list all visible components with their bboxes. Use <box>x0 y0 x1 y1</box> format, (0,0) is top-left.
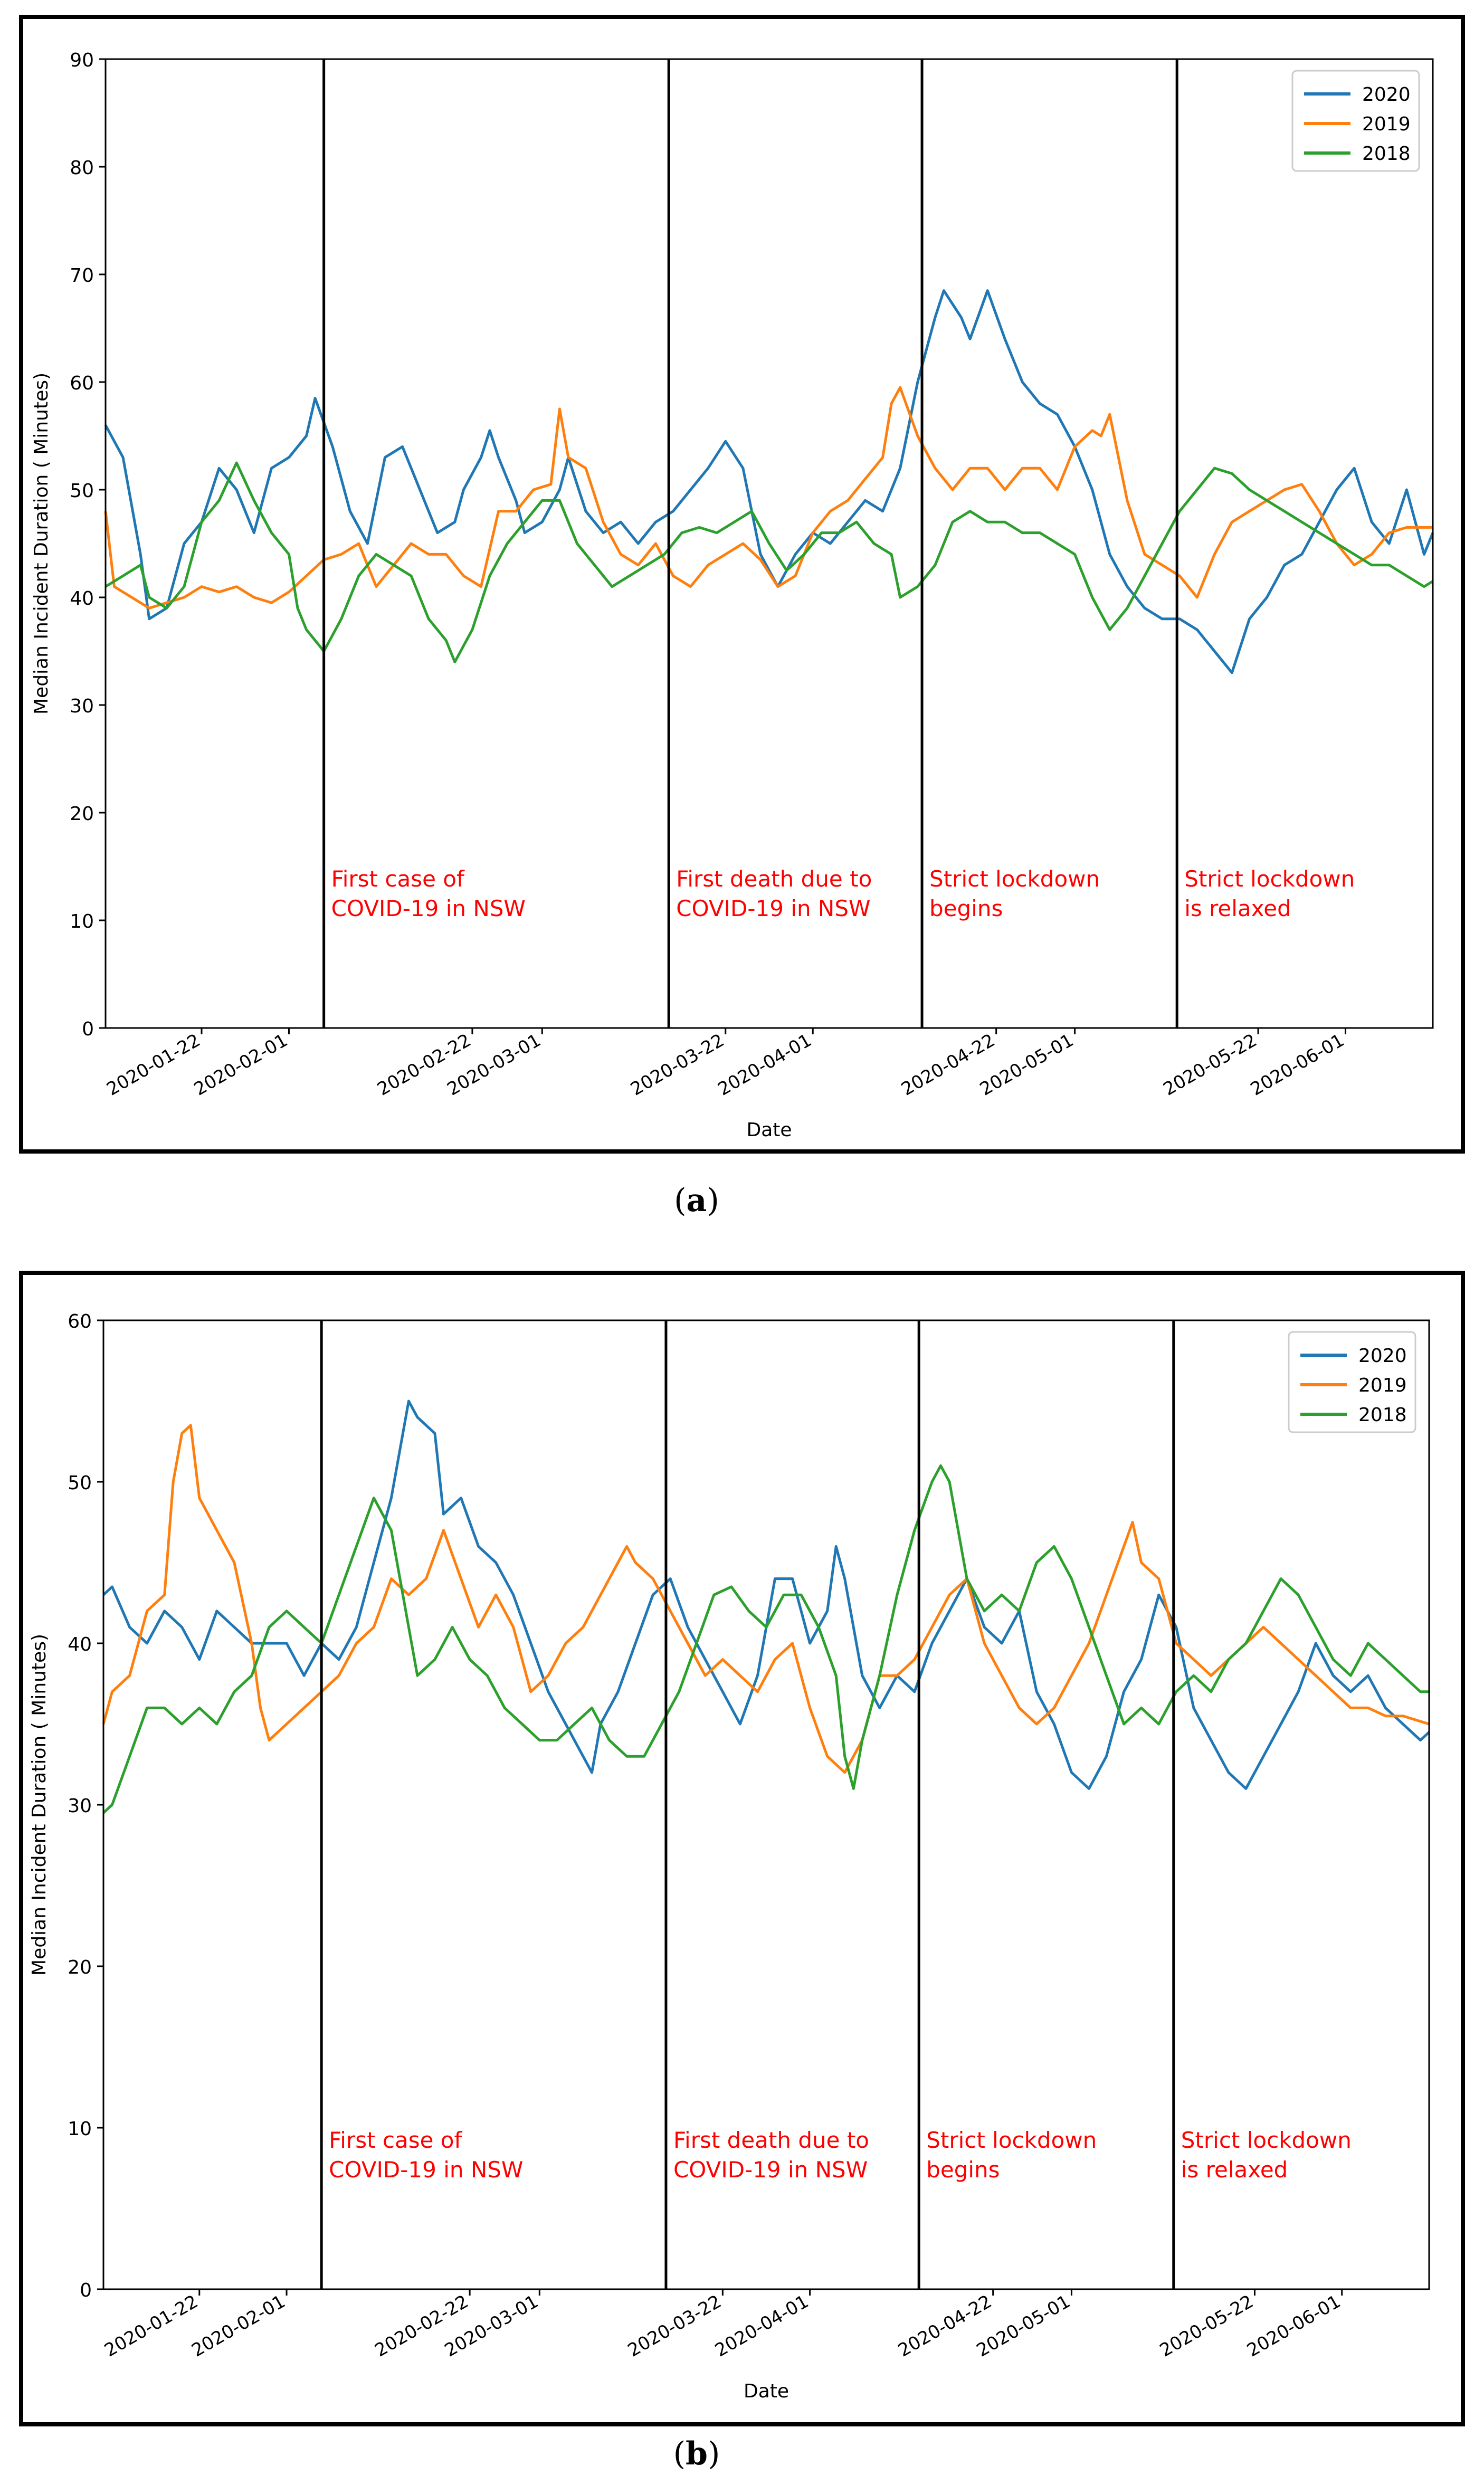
event-annotation-line: COVID-19 in NSW <box>329 2157 523 2183</box>
legend-label-2019-b: 2019 <box>1358 1375 1407 1396</box>
series-2019-line-a <box>104 386 1433 610</box>
event-annotation-line: COVID-19 in NSW <box>331 896 526 921</box>
y-tick-label-b: 10 <box>68 2118 92 2140</box>
y-tick-label-a: 0 <box>82 1018 94 1040</box>
x-tick-label-b: 2020-04-01 <box>711 2291 812 2361</box>
y-tick-label-b: 30 <box>68 1795 92 1817</box>
y-tick-label-a: 20 <box>70 803 94 825</box>
y-tick-label-b: 0 <box>80 2280 92 2301</box>
legend-label-2020-b: 2020 <box>1358 1345 1407 1367</box>
x-tick-label-a: 2020-03-22 <box>627 1030 728 1100</box>
event-annotation-2-a: First death due to COVID-19 in NSW <box>676 866 872 921</box>
event-annotation-1-a: First case of COVID-19 in NSW <box>331 866 526 921</box>
x-tick-label-b: 2020-02-01 <box>188 2291 289 2361</box>
y-tick-label-a: 80 <box>70 157 94 179</box>
panel-a-caption-letter: a <box>686 1182 707 1219</box>
panel-b-caption: (b) <box>673 2435 720 2472</box>
event-annotation-line: First case of <box>331 866 465 892</box>
x-axis-label-b: Date <box>744 2381 789 2402</box>
legend-label-2018-a: 2018 <box>1362 143 1411 165</box>
legend-box-a <box>1291 70 1420 172</box>
legend-box-b <box>1288 1331 1416 1433</box>
event-annotation-line: begins <box>929 896 1003 921</box>
event-annotation-line: is relaxed <box>1181 2157 1288 2183</box>
event-annotation-line: Strict lockdown <box>926 2127 1097 2153</box>
series-2020-line-b <box>102 1399 1430 1790</box>
y-tick-label-a: 30 <box>70 696 94 717</box>
event-annotation-line: COVID-19 in NSW <box>676 896 870 921</box>
x-tick-label-b: 2020-01-22 <box>101 2291 202 2361</box>
y-axis-label-a: Median Incident Duration ( Minutes) <box>31 373 52 715</box>
panel-a-caption: (a) <box>674 1182 719 1219</box>
y-axis-label-b: Median Incident Duration ( Minutes) <box>28 1634 50 1976</box>
event-annotation-line: begins <box>926 2157 1000 2183</box>
chart-b-plot-area <box>103 1320 1429 2289</box>
y-tick-label-b: 60 <box>68 1311 92 1332</box>
event-annotation-line: Strict lockdown <box>1181 2127 1352 2153</box>
event-annotation-3-a: Strict lockdown begins <box>929 866 1100 921</box>
event-annotation-line: First case of <box>329 2127 462 2153</box>
y-tick-label-a: 60 <box>70 373 94 394</box>
x-tick-label-a: 2020-06-01 <box>1247 1030 1348 1100</box>
y-tick-label-b: 20 <box>68 1957 92 1978</box>
y-tick-label-b: 40 <box>68 1634 92 1655</box>
event-annotation-4-b: Strict lockdown is relaxed <box>1181 2127 1352 2183</box>
event-annotation-line: COVID-19 in NSW <box>673 2157 868 2183</box>
y-tick-label-a: 40 <box>70 588 94 610</box>
x-tick-label-a: 2020-04-01 <box>715 1030 815 1100</box>
legend-label-2019-a: 2019 <box>1362 113 1411 135</box>
y-tick-label-a: 70 <box>70 265 94 287</box>
event-annotation-2-b: First death due to COVID-19 in NSW <box>673 2127 869 2183</box>
event-annotation-line: Strict lockdown <box>1184 866 1355 892</box>
y-tick-label-a: 50 <box>70 480 94 502</box>
x-tick-label-a: 2020-01-22 <box>103 1030 204 1100</box>
chart-a-axes-frame <box>104 58 1434 1029</box>
x-tick-label-a: 2020-02-01 <box>191 1030 291 1100</box>
x-tick-label-b: 2020-03-22 <box>624 2291 725 2361</box>
event-annotation-line: Strict lockdown <box>929 866 1100 892</box>
event-annotation-line: is relaxed <box>1184 896 1291 921</box>
y-tick-label-a: 10 <box>70 911 94 932</box>
event-annotation-3-b: Strict lockdown begins <box>926 2127 1097 2183</box>
series-2018-line-a <box>104 461 1434 663</box>
y-tick-label-b: 50 <box>68 1472 92 1494</box>
series-2018-line-b <box>102 1464 1429 1814</box>
y-tick-label-a: 90 <box>70 50 94 71</box>
event-annotation-line: First death due to <box>673 2127 869 2153</box>
x-tick-label-b: 2020-06-01 <box>1243 2291 1344 2361</box>
panel-b-caption-letter: b <box>686 2435 708 2472</box>
x-axis-label-a: Date <box>746 1119 792 1141</box>
legend-label-2018-b: 2018 <box>1358 1404 1407 1426</box>
x-tick-label-a: 2020-05-22 <box>1159 1030 1260 1100</box>
event-annotation-line: First death due to <box>676 866 872 892</box>
event-annotation-4-a: Strict lockdown is relaxed <box>1184 866 1355 921</box>
series-2019-line-b <box>102 1424 1430 1774</box>
legend-label-2020-a: 2020 <box>1362 84 1411 106</box>
x-tick-label-b: 2020-05-22 <box>1156 2291 1257 2361</box>
event-annotation-1-b: First case of COVID-19 in NSW <box>329 2127 523 2183</box>
